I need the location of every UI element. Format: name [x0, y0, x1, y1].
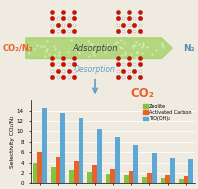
Point: [27, 52, 30, 55]
Point: [87, 40, 90, 43]
Bar: [97, 129, 102, 183]
Point: [161, 41, 164, 44]
Point: [58, 50, 61, 53]
Point: [91, 43, 94, 46]
Point: [142, 43, 145, 46]
Point: [115, 40, 119, 43]
Bar: [92, 165, 97, 183]
Point: [46, 48, 49, 51]
Point: [132, 46, 135, 49]
Point: [133, 44, 137, 47]
Bar: [79, 118, 84, 183]
FancyArrow shape: [26, 38, 172, 58]
Point: [53, 54, 56, 57]
Point: [118, 45, 121, 48]
Point: [87, 47, 90, 50]
Bar: [69, 170, 74, 183]
Point: [54, 47, 57, 50]
Point: [32, 47, 35, 50]
Bar: [60, 113, 65, 183]
Point: [77, 49, 81, 52]
Point: [131, 44, 134, 47]
Point: [140, 51, 143, 54]
Point: [135, 50, 138, 53]
Bar: [33, 163, 37, 183]
Text: Desorption: Desorption: [74, 65, 116, 74]
Point: [124, 52, 127, 55]
Bar: [133, 145, 138, 183]
Bar: [51, 167, 56, 183]
Bar: [106, 174, 110, 183]
Point: [89, 48, 92, 51]
Point: [91, 50, 94, 53]
Bar: [88, 172, 92, 183]
Bar: [170, 158, 175, 183]
Point: [80, 48, 83, 51]
Point: [88, 54, 91, 57]
Y-axis label: Selectivity CO₂/N₂: Selectivity CO₂/N₂: [10, 115, 15, 168]
Point: [44, 49, 47, 52]
Point: [121, 47, 124, 50]
Point: [123, 51, 126, 54]
Legend: Zeolite, Activated Carbon, TiO(OH)₂: Zeolite, Activated Carbon, TiO(OH)₂: [142, 103, 193, 122]
Bar: [74, 161, 79, 183]
Bar: [188, 160, 193, 183]
Bar: [129, 171, 133, 183]
Point: [92, 54, 95, 57]
Point: [141, 46, 144, 49]
Bar: [42, 108, 47, 183]
Bar: [110, 169, 115, 183]
Point: [119, 39, 122, 42]
Bar: [165, 175, 170, 183]
Point: [69, 38, 73, 41]
Point: [46, 40, 49, 43]
Point: [161, 46, 165, 49]
Point: [150, 53, 153, 56]
Point: [134, 40, 138, 43]
Point: [58, 53, 61, 57]
Bar: [152, 153, 156, 183]
Point: [134, 55, 137, 58]
Bar: [124, 175, 129, 183]
Bar: [37, 152, 42, 183]
Point: [42, 44, 45, 47]
Bar: [142, 177, 147, 183]
Bar: [179, 179, 184, 183]
Point: [121, 54, 124, 57]
Bar: [147, 174, 152, 183]
Text: N₂: N₂: [183, 44, 195, 53]
Point: [52, 44, 56, 47]
Point: [114, 42, 117, 45]
Point: [35, 44, 38, 47]
Point: [39, 44, 42, 47]
Point: [48, 53, 51, 56]
Point: [44, 55, 47, 58]
Point: [66, 51, 69, 54]
Point: [142, 42, 145, 45]
Bar: [184, 176, 188, 183]
Point: [90, 42, 93, 45]
Bar: [115, 136, 120, 183]
Text: CO₂: CO₂: [131, 87, 154, 100]
Point: [160, 43, 163, 46]
Bar: [56, 157, 60, 183]
Point: [129, 53, 132, 56]
Point: [138, 43, 141, 46]
Point: [155, 48, 158, 51]
Point: [78, 52, 81, 55]
Point: [105, 43, 108, 46]
Point: [145, 46, 148, 49]
Text: Adsorption: Adsorption: [72, 44, 118, 53]
Point: [71, 48, 74, 51]
Point: [103, 50, 106, 53]
Point: [135, 50, 138, 53]
Bar: [161, 178, 165, 183]
Point: [123, 42, 126, 45]
Text: CO₂/N₂: CO₂/N₂: [3, 44, 34, 53]
Point: [75, 48, 78, 51]
